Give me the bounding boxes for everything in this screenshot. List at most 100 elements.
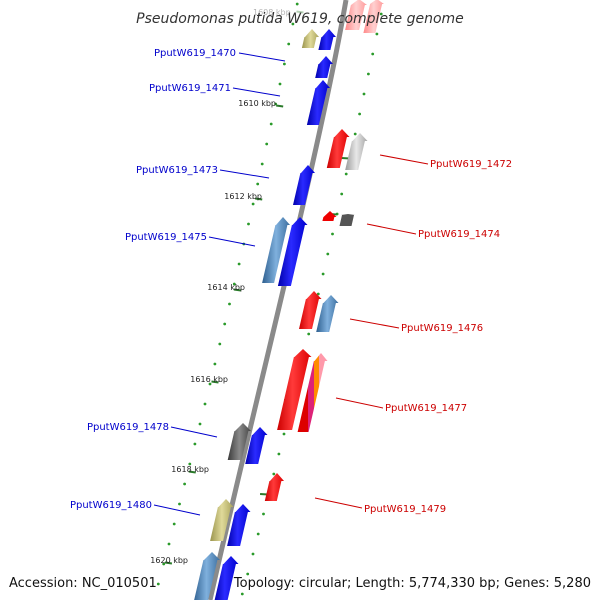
guide-dot [371, 52, 375, 56]
leader-1480 [153, 504, 201, 516]
tick-label-1616: 1616 kbp [190, 375, 228, 384]
gene-label-PputW619_1478[interactable]: PputW619_1478 [87, 422, 169, 433]
gene-dark-1474b[interactable] [339, 214, 356, 226]
guide-dot [240, 592, 244, 596]
gene-red-1472[interactable] [326, 129, 350, 168]
guide-dot [256, 182, 260, 186]
guide-dot [213, 362, 217, 366]
guide-dot [167, 542, 171, 546]
guide-dot [260, 162, 264, 166]
tick-label-1612: 1612 kbp [224, 192, 262, 201]
guide-dot [251, 202, 255, 206]
gene-label-PputW619_1472[interactable]: PputW619_1472 [430, 159, 512, 170]
guide-dot [251, 552, 255, 556]
guide-dot [358, 112, 361, 116]
genome-title: Pseudomonas putida W619, complete genome [136, 11, 464, 27]
guide-dot [367, 72, 370, 76]
gene-steel-1475a[interactable] [262, 217, 290, 283]
gene-blue-1473[interactable] [293, 165, 315, 205]
gene-steel-1476b[interactable] [316, 295, 339, 332]
tick-label-1614: 1614 kbp [207, 283, 245, 292]
kbp-tick [276, 104, 284, 108]
guide-dot [295, 2, 299, 6]
gene-blue-1478b[interactable] [245, 427, 268, 464]
tick-label-1620: 1620 kbp [150, 556, 188, 565]
leader-1475 [208, 236, 256, 247]
gene-blue-1480b[interactable] [227, 504, 251, 546]
kbp-tick [188, 470, 196, 474]
gene-label-PputW619_1475[interactable]: PputW619_1475 [125, 232, 207, 243]
genome-summary-text: Topology: circular; Length: 5,774,330 bp… [233, 576, 591, 591]
guide-dot [203, 402, 207, 406]
gene-blue-1470[interactable] [318, 29, 336, 50]
guide-dot [228, 302, 231, 306]
gene-label-PputW619_1480[interactable]: PputW619_1480 [70, 500, 152, 511]
guide-dot [247, 222, 250, 226]
guide-dot [265, 142, 269, 146]
guide-dot [208, 382, 212, 386]
guide-dot [237, 262, 241, 266]
gene-label-PputW619_1476[interactable]: PputW619_1476 [401, 323, 483, 334]
kbp-tick [296, 10, 304, 14]
tick-label-1608: 1608 kbp [253, 8, 291, 17]
guide-dot [291, 22, 295, 26]
gene-label-PputW619_1477[interactable]: PputW619_1477 [385, 403, 467, 414]
kbp-tick [164, 561, 173, 565]
kbp-tick [233, 288, 242, 292]
guide-dot [331, 232, 334, 236]
gene-pink-top-b[interactable] [363, 0, 384, 33]
gene-khaki-1469[interactable] [301, 29, 319, 48]
gene-pink-top[interactable] [345, 0, 367, 30]
gene-red-1476[interactable] [299, 291, 322, 329]
tick-label-1618: 1618 kbp [171, 465, 209, 474]
guide-dot [375, 32, 379, 36]
leader-1473 [219, 169, 270, 179]
gene-label-PputW619_1473[interactable]: PputW619_1473 [136, 165, 218, 176]
guide-dot [246, 572, 250, 576]
gene-red-1474[interactable] [322, 211, 337, 221]
leader-1471 [232, 87, 281, 97]
guide-dot [321, 272, 325, 276]
gene-red-1479[interactable] [264, 473, 284, 501]
gene-label-PputW619_1470[interactable]: PputW619_1470 [154, 48, 236, 59]
guide-dot [278, 82, 282, 86]
guide-dot [316, 292, 320, 296]
guide-dot [283, 62, 286, 66]
gene-stripe-1477b[interactable] [297, 353, 328, 432]
tick-label-1610: 1610 kbp [238, 99, 276, 108]
gene-label-PputW619_1474[interactable]: PputW619_1474 [418, 229, 500, 240]
label-leader-lines [153, 52, 429, 516]
guide-dot [188, 462, 192, 466]
guide-dot [362, 92, 366, 96]
gene-blue-1471[interactable] [306, 80, 330, 125]
guide-dot [223, 322, 227, 326]
leader-1477 [335, 397, 384, 409]
guide-dot [282, 432, 286, 436]
gene-label-PputW619_1471[interactable]: PputW619_1471 [149, 83, 231, 94]
guide-dot [156, 582, 160, 586]
guide-dot [379, 12, 383, 16]
gene-blue-1481b[interactable] [214, 556, 239, 600]
guide-dot [193, 442, 197, 446]
guide-dot [269, 122, 273, 126]
kbp-tick [211, 380, 219, 384]
gene-red-1477[interactable] [277, 349, 312, 430]
guide-dot [183, 482, 187, 486]
guide-dot [178, 502, 181, 506]
gene-blue-1475[interactable] [277, 217, 308, 286]
gene-blue-1470b[interactable] [315, 56, 333, 78]
guide-dot [232, 282, 236, 286]
guide-dot [272, 472, 276, 476]
gene-khaki-1480[interactable] [210, 499, 234, 541]
gene-features [193, 0, 384, 600]
gene-label-PputW619_1479[interactable]: PputW619_1479 [364, 504, 446, 515]
guide-dot [256, 532, 260, 536]
gene-steel-1481[interactable] [193, 552, 220, 600]
gene-light-1472b[interactable] [345, 133, 368, 170]
guide-dot [344, 172, 348, 176]
guide-dot [277, 452, 281, 456]
leader-1476 [349, 318, 400, 329]
accession-text: Accession: NC_010501 [9, 576, 157, 591]
gene-dark-1478[interactable] [227, 423, 251, 460]
